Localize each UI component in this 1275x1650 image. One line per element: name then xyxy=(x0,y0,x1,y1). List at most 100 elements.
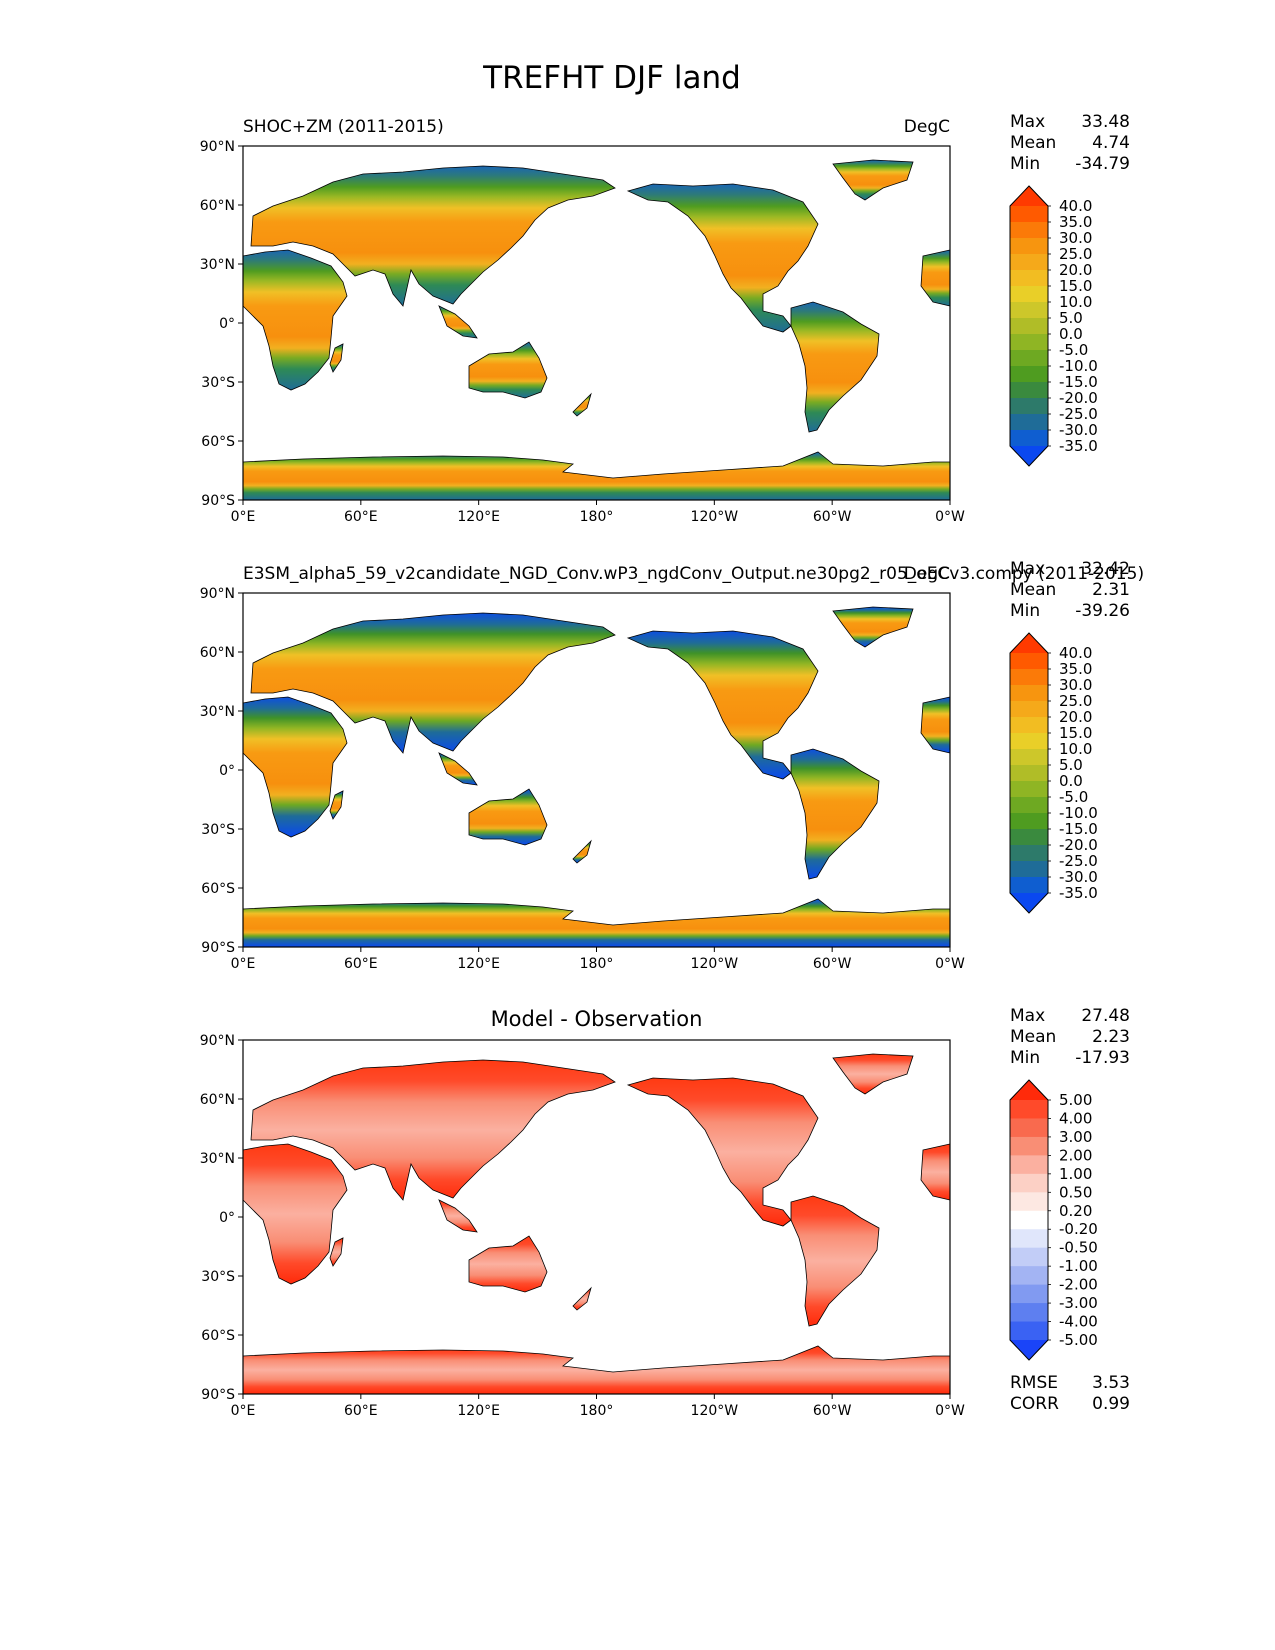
lat-tick-label: 30°S xyxy=(201,375,235,391)
colorbar: 5.004.003.002.001.000.500.20-0.20-0.50-1… xyxy=(1009,1079,1098,1361)
lat-tick-label: 30°S xyxy=(201,822,235,838)
stat-value-mean: 2.23 xyxy=(1092,1027,1130,1047)
lon-tick-label: 120°W xyxy=(691,509,739,525)
lon-tick-label: 60°W xyxy=(813,509,852,525)
colorbar-segment xyxy=(1010,1192,1048,1212)
colorbar-tick-label: 1.00 xyxy=(1059,1165,1092,1183)
land-antarctica xyxy=(242,451,951,501)
land-newzealand xyxy=(572,839,592,864)
panel-center-title: Model - Observation xyxy=(491,1007,703,1031)
lon-tick-label: 120°W xyxy=(691,1403,739,1419)
lon-tick-label: 60°E xyxy=(344,1403,378,1419)
lat-tick-label: 30°N xyxy=(200,704,235,720)
land-newzealand xyxy=(572,1286,592,1311)
colorbar-segment xyxy=(1010,1136,1048,1156)
stat-label-max: Max xyxy=(1010,112,1045,132)
land-namerica xyxy=(626,1077,819,1227)
colorbar-tick-label: 25.0 xyxy=(1059,245,1092,263)
lon-tick-label: 180° xyxy=(580,956,614,972)
land-newzealand xyxy=(572,392,592,417)
map-panel-2: E3SM_alpha5_59_v2candidate_NGD_Conv.wP3_… xyxy=(200,559,1144,972)
colorbar-segment xyxy=(1010,430,1048,447)
panel-left-title: SHOC+ZM (2011-2015) xyxy=(243,117,444,137)
colorbar-tick-label: -2.00 xyxy=(1059,1276,1098,1294)
colorbar-tick-label: -0.50 xyxy=(1059,1239,1098,1257)
lat-tick-label: 0° xyxy=(219,763,235,779)
colorbar-segment xyxy=(1010,1229,1048,1249)
colorbar-segment xyxy=(1010,685,1048,702)
colorbar-segment xyxy=(1010,398,1048,415)
colorbar-tick-label: -30.0 xyxy=(1059,868,1098,886)
lat-tick-label: 60°N xyxy=(200,1092,235,1108)
stat-label-mean: Mean xyxy=(1010,1027,1056,1047)
colorbar-segment xyxy=(1010,222,1048,239)
land-greenland xyxy=(832,606,914,648)
colorbar-segment xyxy=(1010,366,1048,383)
stat-value-max: 32.42 xyxy=(1081,559,1130,579)
colorbar-segment xyxy=(1010,749,1048,766)
colorbar-tick-label: 4.00 xyxy=(1059,1109,1092,1127)
colorbar-segment xyxy=(1010,653,1048,670)
land-sea_asia xyxy=(438,305,478,339)
colorbar-tick-label: 0.0 xyxy=(1059,772,1083,790)
colorbar-tick-label: -3.00 xyxy=(1059,1294,1098,1312)
colorbar-segment xyxy=(1010,334,1048,351)
lat-tick-label: 90°S xyxy=(201,493,235,509)
colorbar-tick-label: 40.0 xyxy=(1059,644,1092,662)
land-sea_asia xyxy=(438,1199,478,1233)
colorbar-tick-label: -0.20 xyxy=(1059,1220,1098,1238)
stat-label-min: Min xyxy=(1010,1048,1040,1068)
land-madagascar xyxy=(329,790,344,820)
stat-value-min: -34.79 xyxy=(1075,154,1130,174)
panel-units: DegC xyxy=(904,117,950,137)
colorbar-tick-label: 15.0 xyxy=(1059,277,1092,295)
colorbar-tick-label: -10.0 xyxy=(1059,357,1098,375)
lon-tick-label: 0°W xyxy=(935,956,965,972)
land-samerica xyxy=(790,748,880,880)
land-samerica xyxy=(790,1195,880,1327)
colorbar-segment xyxy=(1010,350,1048,367)
lon-tick-label: 120°E xyxy=(457,1403,500,1419)
colorbar-tick-label: -1.00 xyxy=(1059,1257,1098,1275)
stat-label-min: Min xyxy=(1010,154,1040,174)
lon-tick-label: 180° xyxy=(580,509,614,525)
colorbar-tick-label: 25.0 xyxy=(1059,692,1092,710)
colorbar-segment xyxy=(1010,1100,1048,1119)
lon-tick-label: 120°W xyxy=(691,956,739,972)
colorbar-tick-label: 35.0 xyxy=(1059,660,1092,678)
lon-tick-label: 0°E xyxy=(231,956,256,972)
stat-label-corr: CORR xyxy=(1010,1394,1059,1414)
colorbar-extend-max xyxy=(1010,1080,1048,1100)
colorbar-segment xyxy=(1010,1303,1048,1323)
land-australia xyxy=(468,1235,548,1293)
map-panel-3: Model - Observation 90°N 60°N 30°N 0° 30°S 60°… xyxy=(200,1006,1130,1419)
lon-tick-label: 60°E xyxy=(344,509,378,525)
stat-value-corr: 0.99 xyxy=(1092,1394,1130,1414)
colorbar-segment xyxy=(1010,813,1048,830)
land-namerica xyxy=(626,630,819,780)
stat-value-rmse: 3.53 xyxy=(1092,1373,1130,1393)
colorbar-tick-label: -5.00 xyxy=(1059,1331,1098,1349)
colorbar-segment xyxy=(1010,669,1048,686)
colorbar-tick-label: 40.0 xyxy=(1059,197,1092,215)
lon-tick-label: 180° xyxy=(580,1403,614,1419)
lat-tick-label: 0° xyxy=(219,316,235,332)
colorbar-segment xyxy=(1010,382,1048,399)
colorbar-tick-label: -15.0 xyxy=(1059,820,1098,838)
stat-label-max: Max xyxy=(1010,559,1045,579)
colorbar-segment xyxy=(1010,781,1048,798)
colorbar-segment xyxy=(1010,1155,1048,1175)
colorbar-tick-label: 3.00 xyxy=(1059,1128,1092,1146)
lon-tick-label: 120°E xyxy=(457,509,500,525)
colorbar-segment xyxy=(1010,286,1048,303)
colorbar-segment xyxy=(1010,238,1048,255)
colorbar-segment xyxy=(1010,701,1048,718)
stat-label-mean: Mean xyxy=(1010,580,1056,600)
stat-value-max: 33.48 xyxy=(1081,112,1130,132)
stat-label-rmse: RMSE xyxy=(1010,1373,1058,1393)
lat-tick-label: 90°S xyxy=(201,1387,235,1403)
colorbar: 40.035.030.025.020.015.010.05.00.0-5.0-1… xyxy=(1009,185,1098,467)
colorbar-segment xyxy=(1010,1321,1048,1341)
colorbar-tick-label: -15.0 xyxy=(1059,373,1098,391)
colorbar-extend-min xyxy=(1010,893,1048,913)
